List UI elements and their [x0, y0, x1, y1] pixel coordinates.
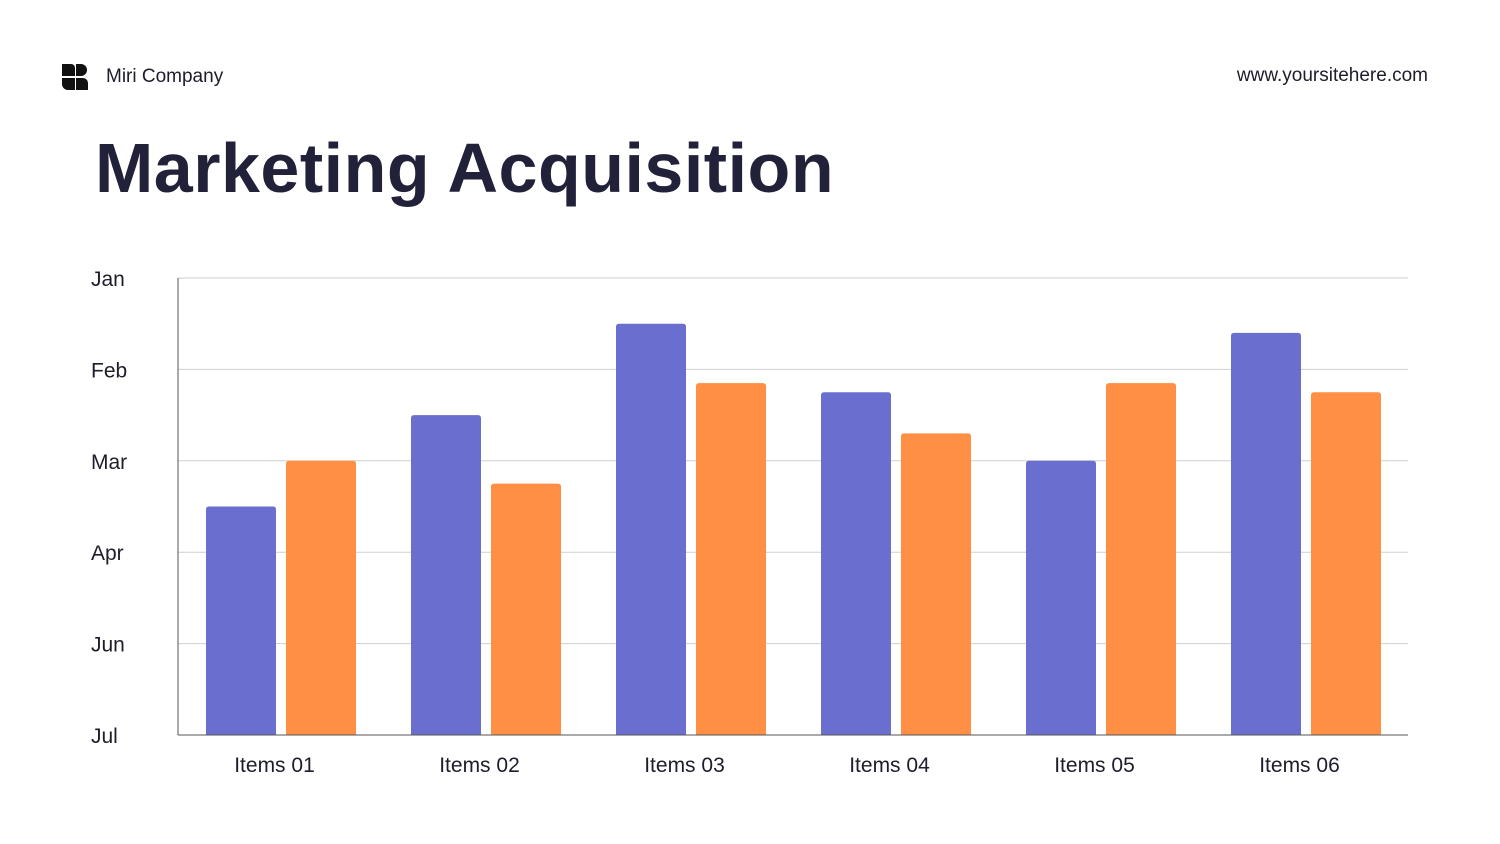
x-tick-label: Items 06 — [1259, 754, 1340, 777]
bar-1 — [616, 323, 686, 735]
x-tick-label: Items 04 — [849, 754, 930, 777]
bar-2 — [696, 383, 766, 735]
x-tick-label: Items 03 — [644, 754, 725, 777]
bar-2 — [491, 483, 561, 735]
y-tick-label: Jul — [91, 725, 118, 748]
company-name: Miri Company — [106, 66, 224, 87]
x-tick-label: Items 05 — [1054, 754, 1135, 777]
bar-2 — [1106, 383, 1176, 735]
website-url: www.yoursitehere.com — [1236, 65, 1428, 86]
y-tick-label: Apr — [91, 542, 124, 565]
bar-1 — [1026, 460, 1096, 735]
y-tick-label: Jan — [91, 268, 125, 291]
x-tick-label: Items 01 — [234, 754, 315, 777]
y-tick-label: Feb — [91, 359, 127, 382]
page-title: Marketing Acquisition — [95, 129, 835, 207]
bar-1 — [821, 392, 891, 735]
bar-1 — [206, 506, 276, 735]
y-tick-label: Mar — [91, 451, 127, 474]
brand: Miri Company — [62, 64, 223, 90]
y-tick-label: Jun — [91, 634, 125, 657]
bar-2 — [901, 433, 971, 735]
block-logo-icon — [62, 64, 88, 90]
bar-1 — [411, 415, 481, 735]
x-tick-label: Items 02 — [439, 754, 520, 777]
bar-1 — [1231, 332, 1301, 735]
bar-2 — [286, 460, 356, 735]
bar-2 — [1311, 392, 1381, 735]
